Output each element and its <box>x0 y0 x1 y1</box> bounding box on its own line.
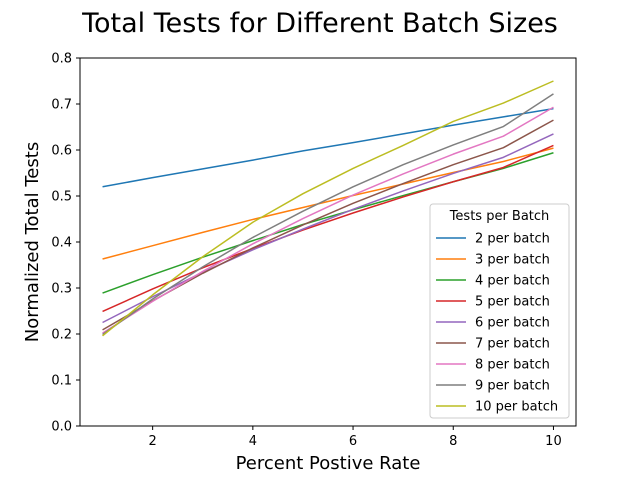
legend-label: 4 per batch <box>475 274 550 289</box>
y-tick-label: 0.1 <box>51 374 72 389</box>
y-tick-label: 0.5 <box>51 190 72 205</box>
legend-title: Tests per Batch <box>449 209 550 224</box>
x-tick-label: 6 <box>349 434 357 449</box>
legend-label: 6 per batch <box>475 316 550 331</box>
legend-label: 9 per batch <box>475 379 550 394</box>
x-tick-label: 2 <box>149 434 157 449</box>
y-tick-label: 0.6 <box>51 144 72 159</box>
series-line-8 <box>102 93 554 336</box>
y-tick-label: 0.0 <box>51 420 72 435</box>
x-tick-label: 10 <box>545 434 562 449</box>
legend-items: 2 per batch 3 per batch 4 per batch 5 per b… <box>436 232 558 415</box>
plot-lines <box>102 80 554 337</box>
y-tick-label: 0.7 <box>51 98 72 113</box>
x-axis: 2 4 6 8 10 <box>149 426 562 449</box>
legend-label: 3 per batch <box>475 253 550 268</box>
legend: Tests per Batch 2 per batch 3 per batch 4 … <box>429 203 570 419</box>
y-axis: 0.0 0.1 0.2 0.3 0.4 0.5 0.6 0.7 0.8 <box>51 52 80 435</box>
x-tick-label: 4 <box>249 434 257 449</box>
y-tick-label: 0.4 <box>51 236 72 251</box>
series-line-1 <box>102 107 554 188</box>
legend-label: 5 per batch <box>475 295 550 310</box>
y-axis-label: Normalized Total Tests <box>22 142 43 342</box>
chart-title: Total Tests for Different Batch Sizes <box>81 8 558 39</box>
x-axis-label: Percent Postive Rate <box>236 453 421 474</box>
series-line-4 <box>102 144 554 313</box>
y-tick-label: 0.2 <box>51 328 72 343</box>
series-line-7 <box>102 106 554 334</box>
series-line-5 <box>102 133 554 324</box>
x-tick-label: 8 <box>449 434 457 449</box>
y-tick-label: 0.8 <box>51 52 72 67</box>
legend-label: 2 per batch <box>475 232 550 247</box>
y-tick-label: 0.3 <box>51 282 72 297</box>
series-line-9 <box>102 80 554 337</box>
legend-label: 7 per batch <box>475 337 550 352</box>
series-line-2 <box>102 147 554 260</box>
legend-label: 8 per batch <box>475 358 550 373</box>
legend-label: 10 per batch <box>475 400 558 415</box>
